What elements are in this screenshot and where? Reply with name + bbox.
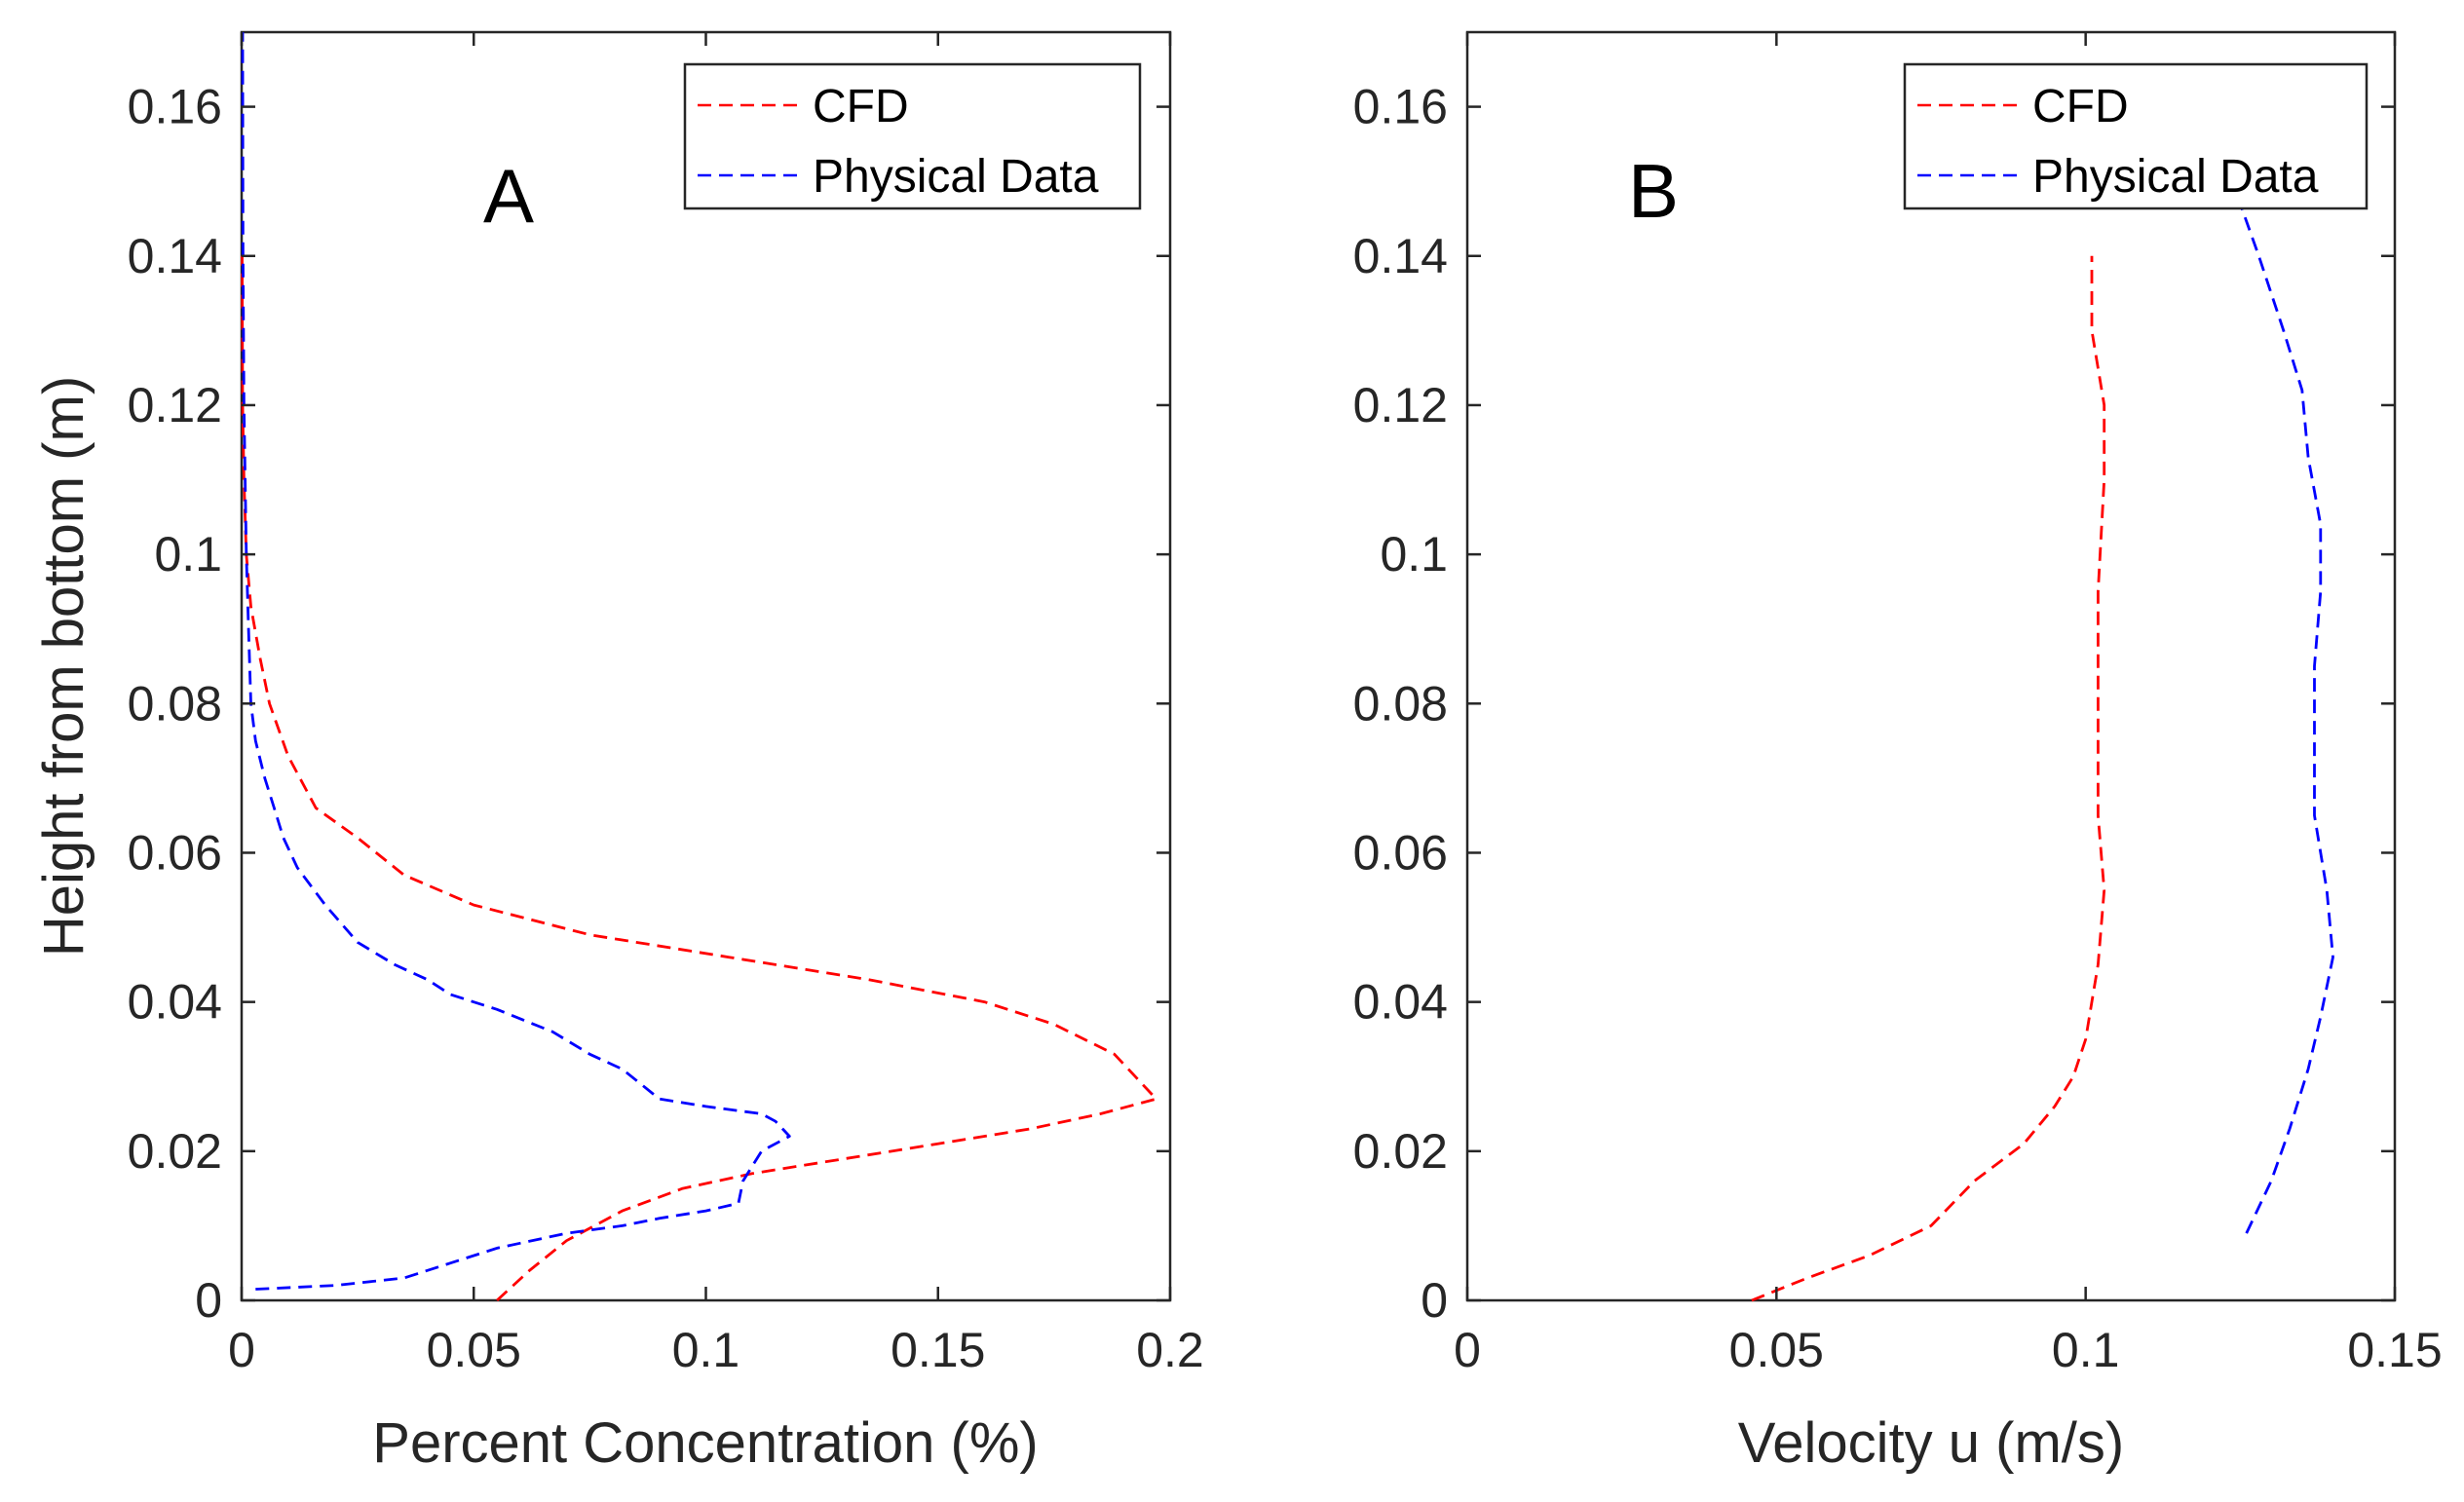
x-tick-label: 0.05 xyxy=(1729,1323,1824,1377)
y-tick-label: 0.06 xyxy=(1353,825,1448,880)
tick-marks: 0 0.05 0.1 0.15 0.2 0 0.02 0.04 0.06 0.08 0.1 0.12 0… xyxy=(128,32,1204,1377)
series-line-cfd xyxy=(1751,255,2106,1302)
x-tick-label: 0.15 xyxy=(2347,1323,2442,1377)
axes-box xyxy=(1465,30,2397,1302)
y-tick-label: 0.02 xyxy=(1353,1124,1448,1179)
y-axis-label: Height from bottom (m) xyxy=(32,376,95,957)
y-tick-label: 0.08 xyxy=(1353,676,1448,731)
series-line-physical-data xyxy=(241,31,791,1291)
y-tick-label: 0.14 xyxy=(1353,229,1448,283)
data-lines xyxy=(241,31,1158,1302)
axes-box xyxy=(240,30,1172,1302)
panel-letter: B xyxy=(1628,148,1679,234)
panel-letter: A xyxy=(483,153,534,239)
tick-marks: 0 0.05 0.1 0.15 0 0.02 0.04 0.06 0.08 0.1 0.12 0.14… xyxy=(1353,32,2443,1377)
y-tick-label: 0.14 xyxy=(128,229,222,283)
legend-label-cfd: CFD xyxy=(813,81,909,132)
x-tick-label: 0.1 xyxy=(672,1323,740,1377)
series-line-physical-data xyxy=(2219,151,2334,1234)
y-tick-label: 0.16 xyxy=(128,80,222,134)
data-lines xyxy=(1751,151,2334,1302)
y-tick-label: 0.1 xyxy=(1380,527,1448,582)
legend-box xyxy=(1903,62,2369,210)
y-tick-label: 0 xyxy=(1421,1273,1448,1328)
legend-label-physical-data: Physical Data xyxy=(813,151,1099,203)
y-tick-label: 0 xyxy=(195,1273,222,1328)
y-tick-label: 0.1 xyxy=(154,527,222,582)
x-tick-label: 0.2 xyxy=(1136,1323,1204,1377)
y-tick-label: 0.08 xyxy=(128,676,222,731)
x-tick-label: 0 xyxy=(1454,1323,1481,1377)
legend-box xyxy=(683,62,1142,210)
x-tick-label: 0.1 xyxy=(2052,1323,2120,1377)
series-line-cfd xyxy=(241,255,1158,1302)
x-tick-label: 0 xyxy=(228,1323,255,1377)
x-tick-label: 0.05 xyxy=(427,1323,521,1377)
y-tick-label: 0.12 xyxy=(128,378,222,432)
legend: CFD Physical Data xyxy=(1903,62,2369,210)
y-tick-label: 0.16 xyxy=(1353,80,1448,134)
legend-label-cfd: CFD xyxy=(2032,81,2129,132)
x-axis-label: Velocity u (m/s) xyxy=(1738,1411,2124,1475)
y-tick-label: 0.04 xyxy=(1353,975,1448,1030)
panel-b: 0 0.05 0.1 0.15 0 0.02 0.04 0.06 0.08 0.1 0.12 0.14… xyxy=(1353,30,2443,1475)
legend: CFD Physical Data xyxy=(683,62,1142,210)
x-axis-label: Percent Concentration (%) xyxy=(372,1411,1038,1475)
y-tick-label: 0.04 xyxy=(128,975,222,1030)
legend-label-physical-data: Physical Data xyxy=(2032,151,2319,203)
y-tick-label: 0.02 xyxy=(128,1124,222,1179)
y-tick-label: 0.06 xyxy=(128,825,222,880)
x-tick-label: 0.15 xyxy=(891,1323,985,1377)
y-tick-label: 0.12 xyxy=(1353,378,1448,432)
panel-a: 0 0.05 0.1 0.15 0.2 0 0.02 0.04 0.06 0.08 0.1 0.12 0… xyxy=(32,30,1204,1475)
